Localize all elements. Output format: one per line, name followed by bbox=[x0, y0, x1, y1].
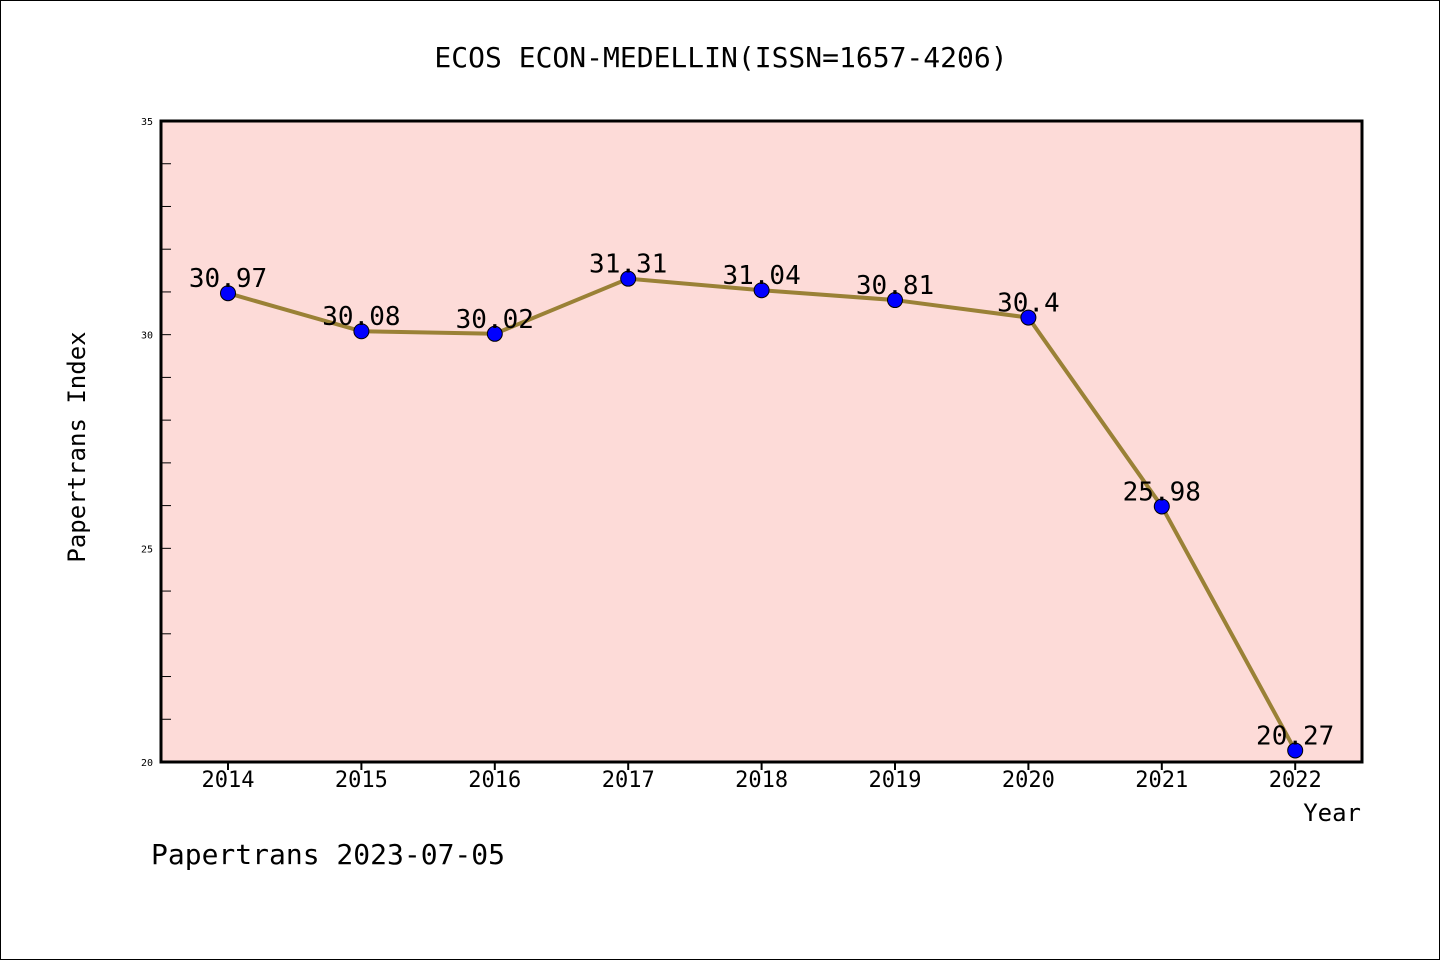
data-point bbox=[753, 282, 770, 299]
data-point bbox=[1020, 309, 1037, 326]
x-tick-label: 2016 bbox=[468, 768, 521, 793]
x-tick-label: 2022 bbox=[1269, 768, 1322, 793]
data-label: 30.97 bbox=[189, 264, 267, 294]
x-tick-label: 2017 bbox=[602, 768, 655, 793]
x-tick-label: 2018 bbox=[735, 768, 788, 793]
data-label: 31.31 bbox=[589, 250, 667, 280]
data-point bbox=[620, 270, 637, 287]
data-point bbox=[486, 325, 503, 342]
series-layer: 30.97 30.08 30.02 31.31 31.04 30.81 30.4 25.98 2… bbox=[189, 250, 1334, 759]
data-label: 31.04 bbox=[722, 261, 800, 291]
data-label: 30.02 bbox=[456, 305, 534, 335]
y-tick-label: 25 bbox=[141, 544, 153, 555]
data-label: 30.81 bbox=[856, 271, 934, 301]
data-label: 25.98 bbox=[1123, 477, 1201, 507]
data-label: 20.27 bbox=[1256, 721, 1334, 751]
x-tick-label: 2019 bbox=[869, 768, 922, 793]
x-tick-label: 2015 bbox=[335, 768, 388, 793]
x-axis-ticks: 2014 2015 2016 2017 2018 2019 2020 2021 2022 bbox=[202, 762, 1322, 793]
x-tick-label: 2020 bbox=[1002, 768, 1055, 793]
data-label: 30.4 bbox=[997, 289, 1060, 319]
y-tick-label: 35 bbox=[141, 117, 153, 128]
y-axis-title: Papertrans Index bbox=[63, 331, 91, 562]
data-point bbox=[887, 292, 903, 309]
x-tick-label: 2021 bbox=[1135, 768, 1188, 793]
data-point bbox=[1153, 498, 1170, 515]
plot-area bbox=[161, 121, 1362, 762]
data-point bbox=[353, 323, 370, 340]
y-tick-label: 20 bbox=[141, 758, 153, 769]
plot-border bbox=[159, 119, 1364, 764]
x-axis-title: Year bbox=[1303, 799, 1361, 827]
y-axis-ticks: 20 25 30 35 bbox=[141, 117, 171, 769]
data-label: 30.08 bbox=[322, 302, 400, 332]
data-point bbox=[220, 285, 236, 302]
x-tick-label: 2014 bbox=[202, 768, 255, 793]
y-tick-label: 30 bbox=[141, 331, 153, 342]
chart-title: ECOS ECON-MEDELLIN(ISSN=1657-4206) bbox=[434, 41, 1007, 74]
data-point bbox=[1287, 742, 1304, 759]
footer-date-note: Papertrans 2023-07-05 bbox=[151, 838, 505, 871]
